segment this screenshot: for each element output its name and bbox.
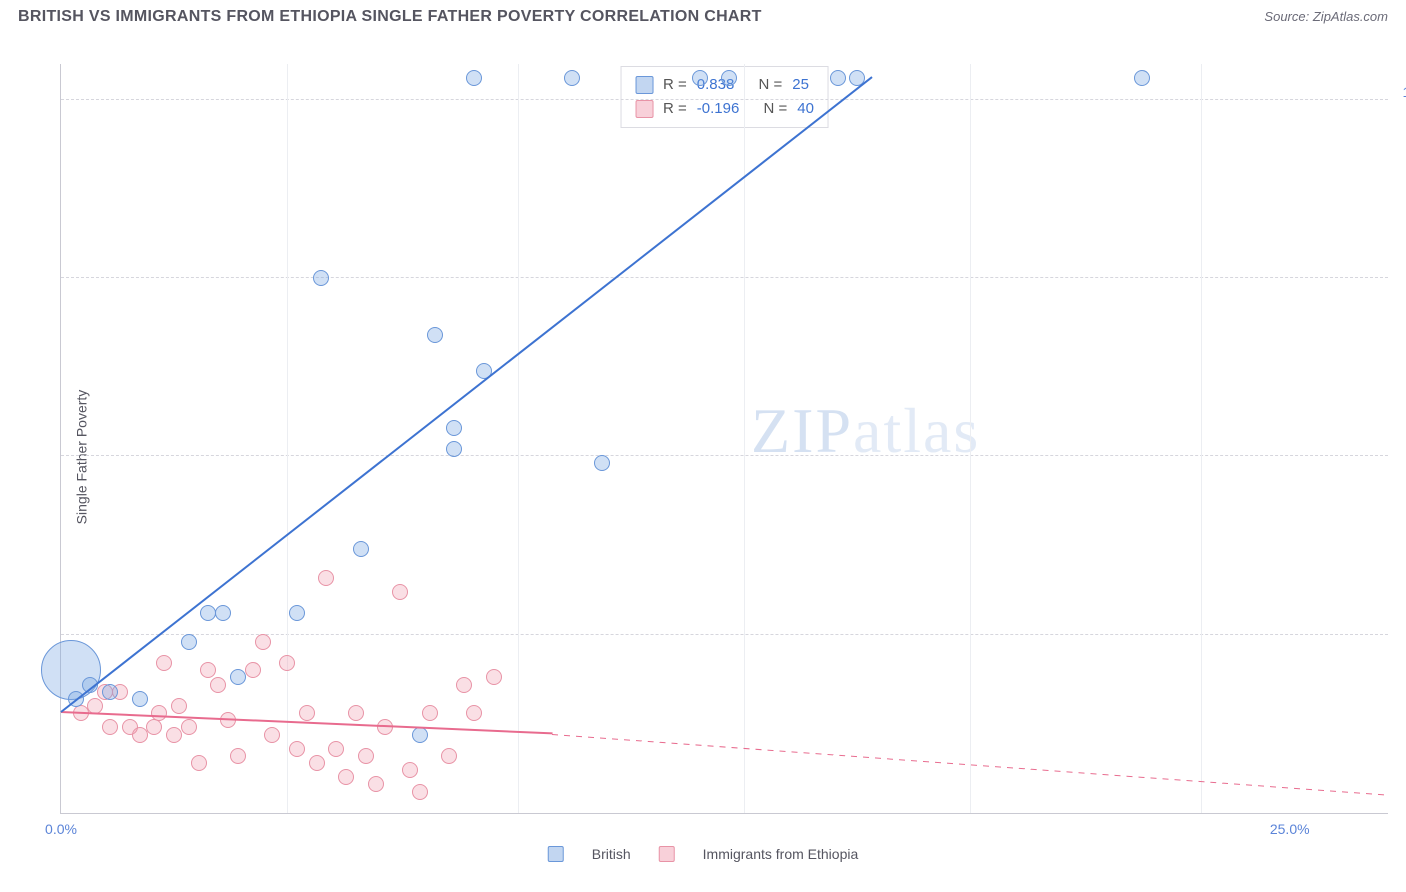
swatch-blue-icon: [635, 76, 653, 94]
data-point: [338, 769, 354, 785]
data-point: [486, 669, 502, 685]
gridline-h: [61, 99, 1388, 100]
data-point: [594, 455, 610, 471]
data-point: [328, 741, 344, 757]
data-point: [309, 755, 325, 771]
gridline-v: [518, 64, 519, 813]
data-point: [564, 70, 580, 86]
chart-header: BRITISH VS IMMIGRANTS FROM ETHIOPIA SING…: [0, 0, 1406, 30]
data-point: [102, 719, 118, 735]
data-point: [279, 655, 295, 671]
stats-row-ethiopia: R = -0.196 N = 40: [635, 97, 814, 121]
data-point: [102, 684, 118, 700]
data-point: [200, 605, 216, 621]
data-point: [318, 570, 334, 586]
data-point: [230, 669, 246, 685]
data-point: [692, 70, 708, 86]
legend-swatch-blue-icon: [548, 846, 564, 862]
chart-title: BRITISH VS IMMIGRANTS FROM ETHIOPIA SING…: [18, 8, 762, 26]
ytick-label: 25.0%: [1394, 619, 1406, 635]
data-point: [830, 70, 846, 86]
data-point: [402, 762, 418, 778]
data-point: [166, 727, 182, 743]
data-point: [466, 70, 482, 86]
data-point: [353, 541, 369, 557]
data-point: [348, 705, 364, 721]
data-point: [215, 605, 231, 621]
data-point: [181, 719, 197, 735]
data-point: [427, 327, 443, 343]
source-credit: Source: ZipAtlas.com: [1264, 9, 1388, 24]
data-point: [181, 634, 197, 650]
data-point: [171, 698, 187, 714]
data-point: [313, 270, 329, 286]
chart-area: Single Father Poverty ZIPatlas R = 0.838…: [18, 40, 1388, 874]
trend-line: [60, 76, 872, 712]
data-point: [466, 705, 482, 721]
gridline-v: [287, 64, 288, 813]
data-point: [230, 748, 246, 764]
gridline-v: [970, 64, 971, 813]
data-point: [721, 70, 737, 86]
data-point: [456, 677, 472, 693]
data-point: [446, 420, 462, 436]
legend-label-ethiopia: Immigrants from Ethiopia: [703, 846, 859, 862]
data-point: [368, 776, 384, 792]
data-point: [299, 705, 315, 721]
swatch-pink-icon: [635, 100, 653, 118]
data-point: [412, 727, 428, 743]
gridline-h: [61, 455, 1388, 456]
data-point: [255, 634, 271, 650]
legend-swatch-pink-icon: [659, 846, 675, 862]
data-point: [412, 784, 428, 800]
data-point: [156, 655, 172, 671]
watermark: ZIPatlas: [751, 394, 980, 468]
data-point: [422, 705, 438, 721]
xtick-label: 0.0%: [45, 821, 77, 837]
data-point: [132, 727, 148, 743]
data-point: [358, 748, 374, 764]
plot-area: ZIPatlas R = 0.838 N = 25 R = -0.196 N =…: [60, 64, 1388, 814]
data-point: [210, 677, 226, 693]
legend-label-british: British: [592, 846, 631, 862]
data-point: [392, 584, 408, 600]
data-point: [132, 691, 148, 707]
ytick-label: 50.0%: [1394, 440, 1406, 456]
data-point: [245, 662, 261, 678]
ytick-label: 100.0%: [1394, 84, 1406, 100]
data-point: [289, 741, 305, 757]
gridline-h: [61, 277, 1388, 278]
data-point: [441, 748, 457, 764]
gridline-v: [1201, 64, 1202, 813]
legend: British Immigrants from Ethiopia: [548, 846, 859, 862]
data-point: [191, 755, 207, 771]
data-point: [151, 705, 167, 721]
ytick-label: 75.0%: [1394, 262, 1406, 278]
data-point: [200, 662, 216, 678]
data-point: [446, 441, 462, 457]
data-point: [289, 605, 305, 621]
data-point: [264, 727, 280, 743]
xtick-label: 25.0%: [1270, 821, 1310, 837]
data-point: [1134, 70, 1150, 86]
data-point: [146, 719, 162, 735]
